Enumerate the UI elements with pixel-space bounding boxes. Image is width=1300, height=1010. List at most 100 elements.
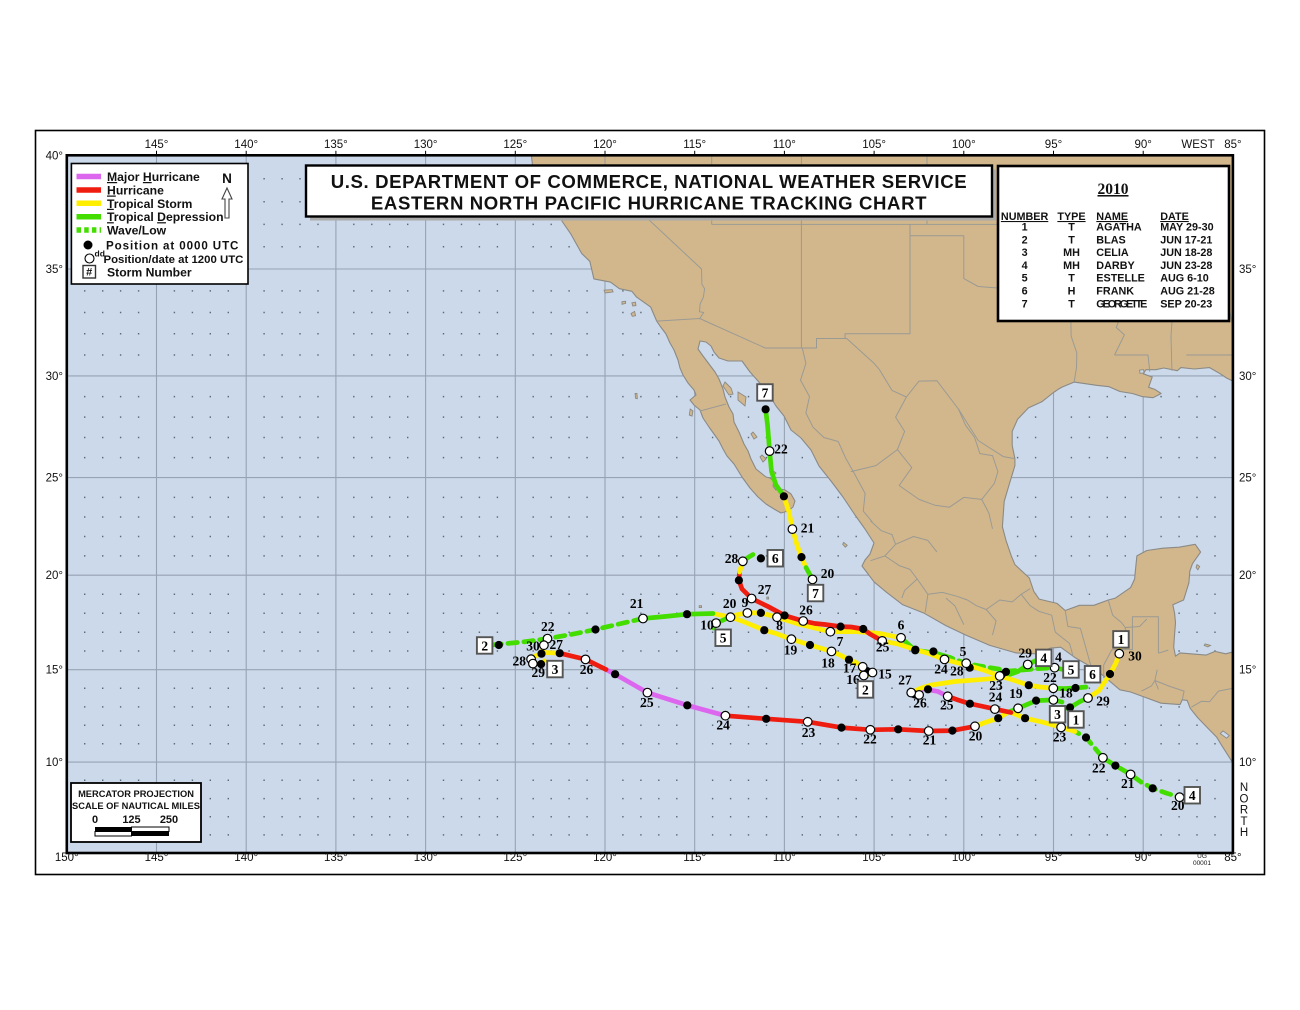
svg-text:ESTELLE: ESTELLE [1096, 273, 1145, 285]
svg-text:22: 22 [1092, 761, 1106, 776]
svg-text:0: 0 [92, 814, 98, 826]
svg-text:DARBY: DARBY [1096, 260, 1135, 272]
svg-text:U.S. DEPARTMENT OF COMMERCE, N: U.S. DEPARTMENT OF COMMERCE, NATIONAL WE… [331, 171, 967, 192]
svg-text:18: 18 [1059, 686, 1073, 701]
svg-text:21: 21 [801, 521, 815, 536]
svg-text:Storm Number: Storm Number [107, 266, 192, 280]
svg-text:GEORGETTE: GEORGETTE [1096, 298, 1147, 310]
svg-text:Tropical Depression: Tropical Depression [107, 210, 224, 224]
svg-text:145°: 145° [145, 139, 169, 151]
svg-text:3: 3 [1022, 247, 1028, 259]
svg-text:T: T [1068, 273, 1075, 285]
svg-text:2010: 2010 [1098, 181, 1129, 198]
svg-text:AGATHA: AGATHA [1096, 222, 1142, 234]
svg-text:DATE: DATE [1160, 211, 1189, 223]
svg-text:1: 1 [1073, 712, 1080, 727]
svg-text:24: 24 [934, 662, 948, 677]
svg-text:100°: 100° [952, 139, 976, 151]
svg-text:TYPE: TYPE [1057, 211, 1085, 223]
svg-text:22: 22 [774, 442, 788, 457]
svg-text:FRANK: FRANK [1096, 286, 1134, 298]
svg-text:3: 3 [1054, 707, 1061, 722]
svg-text:35°: 35° [46, 264, 63, 276]
svg-text:NUMBER: NUMBER [1001, 211, 1049, 223]
svg-text:28: 28 [725, 551, 739, 566]
svg-text:35°: 35° [1239, 264, 1256, 276]
svg-text:Tropical Storm: Tropical Storm [107, 197, 193, 211]
svg-text:135°: 135° [324, 852, 348, 864]
svg-text:00001: 00001 [1193, 860, 1211, 867]
svg-text:5: 5 [720, 631, 727, 646]
svg-text:20°: 20° [46, 570, 63, 582]
svg-text:150°: 150° [55, 852, 79, 864]
svg-text:105°: 105° [862, 139, 886, 151]
svg-text:95°: 95° [1045, 139, 1062, 151]
svg-text:BLAS: BLAS [1096, 234, 1125, 246]
svg-text:125°: 125° [503, 852, 527, 864]
svg-text:25: 25 [876, 640, 890, 655]
svg-text:120°: 120° [593, 852, 617, 864]
svg-text:110°: 110° [773, 852, 796, 864]
svg-text:23: 23 [802, 725, 816, 740]
svg-text:N: N [222, 171, 232, 186]
svg-text:15: 15 [878, 667, 892, 682]
svg-text:22: 22 [1043, 670, 1057, 685]
svg-text:R: R [1240, 805, 1248, 817]
svg-text:22: 22 [863, 732, 877, 747]
svg-text:21: 21 [630, 596, 644, 611]
svg-text:6: 6 [898, 618, 905, 633]
svg-text:MH: MH [1063, 247, 1080, 259]
svg-text:85°: 85° [1224, 139, 1241, 151]
svg-text:4: 4 [1022, 260, 1028, 272]
svg-text:85°: 85° [1224, 852, 1241, 864]
svg-text:JUN 23-28: JUN 23-28 [1160, 260, 1212, 272]
svg-text:130°: 130° [414, 852, 438, 864]
svg-text:O: O [1240, 793, 1249, 805]
svg-text:7: 7 [762, 385, 769, 400]
svg-text:MERCATOR PROJECTION: MERCATOR PROJECTION [78, 789, 194, 799]
svg-text:5: 5 [1068, 662, 1075, 677]
svg-text:T: T [1240, 816, 1247, 828]
svg-text:SEP 20-23: SEP 20-23 [1160, 298, 1212, 310]
svg-text:23: 23 [989, 678, 1003, 693]
svg-text:17: 17 [843, 661, 857, 676]
svg-text:145°: 145° [145, 852, 169, 864]
svg-text:20°: 20° [1239, 570, 1256, 582]
svg-text:T: T [1068, 234, 1075, 246]
svg-text:20: 20 [821, 566, 835, 581]
svg-text:10°: 10° [46, 757, 63, 769]
svg-text:1: 1 [1118, 632, 1125, 647]
svg-text:8: 8 [776, 618, 783, 633]
svg-text:19: 19 [784, 643, 798, 658]
svg-text:25°: 25° [46, 473, 63, 485]
svg-text:100°: 100° [952, 852, 976, 864]
svg-text:90°: 90° [1135, 139, 1152, 151]
svg-text:21: 21 [923, 733, 937, 748]
svg-text:2: 2 [862, 682, 869, 697]
svg-text:115°: 115° [683, 852, 706, 864]
svg-text:23: 23 [1053, 730, 1067, 745]
svg-text:25: 25 [940, 698, 954, 713]
svg-text:6: 6 [772, 551, 779, 566]
svg-text:25: 25 [640, 695, 654, 710]
svg-text:24: 24 [716, 718, 730, 733]
svg-text:Wave/Low: Wave/Low [107, 224, 167, 238]
svg-text:40°: 40° [46, 150, 63, 162]
svg-text:7: 7 [812, 586, 819, 601]
svg-text:T: T [1068, 222, 1075, 234]
svg-text:6: 6 [1022, 286, 1028, 298]
svg-text:AUG 6-10: AUG 6-10 [1160, 273, 1209, 285]
svg-text:dd: dd [95, 249, 105, 259]
svg-text:29: 29 [1018, 646, 1032, 661]
svg-text:7: 7 [837, 634, 844, 649]
svg-text:#: # [86, 267, 92, 279]
svg-text:130°: 130° [414, 139, 438, 151]
svg-text:4: 4 [1055, 650, 1062, 665]
svg-text:105°: 105° [862, 852, 886, 864]
svg-text:125: 125 [122, 814, 140, 826]
svg-text:25°: 25° [1239, 473, 1256, 485]
svg-text:26: 26 [913, 696, 927, 711]
svg-text:7: 7 [1022, 298, 1028, 310]
svg-text:30: 30 [526, 639, 540, 654]
svg-text:NAME: NAME [1096, 211, 1128, 223]
